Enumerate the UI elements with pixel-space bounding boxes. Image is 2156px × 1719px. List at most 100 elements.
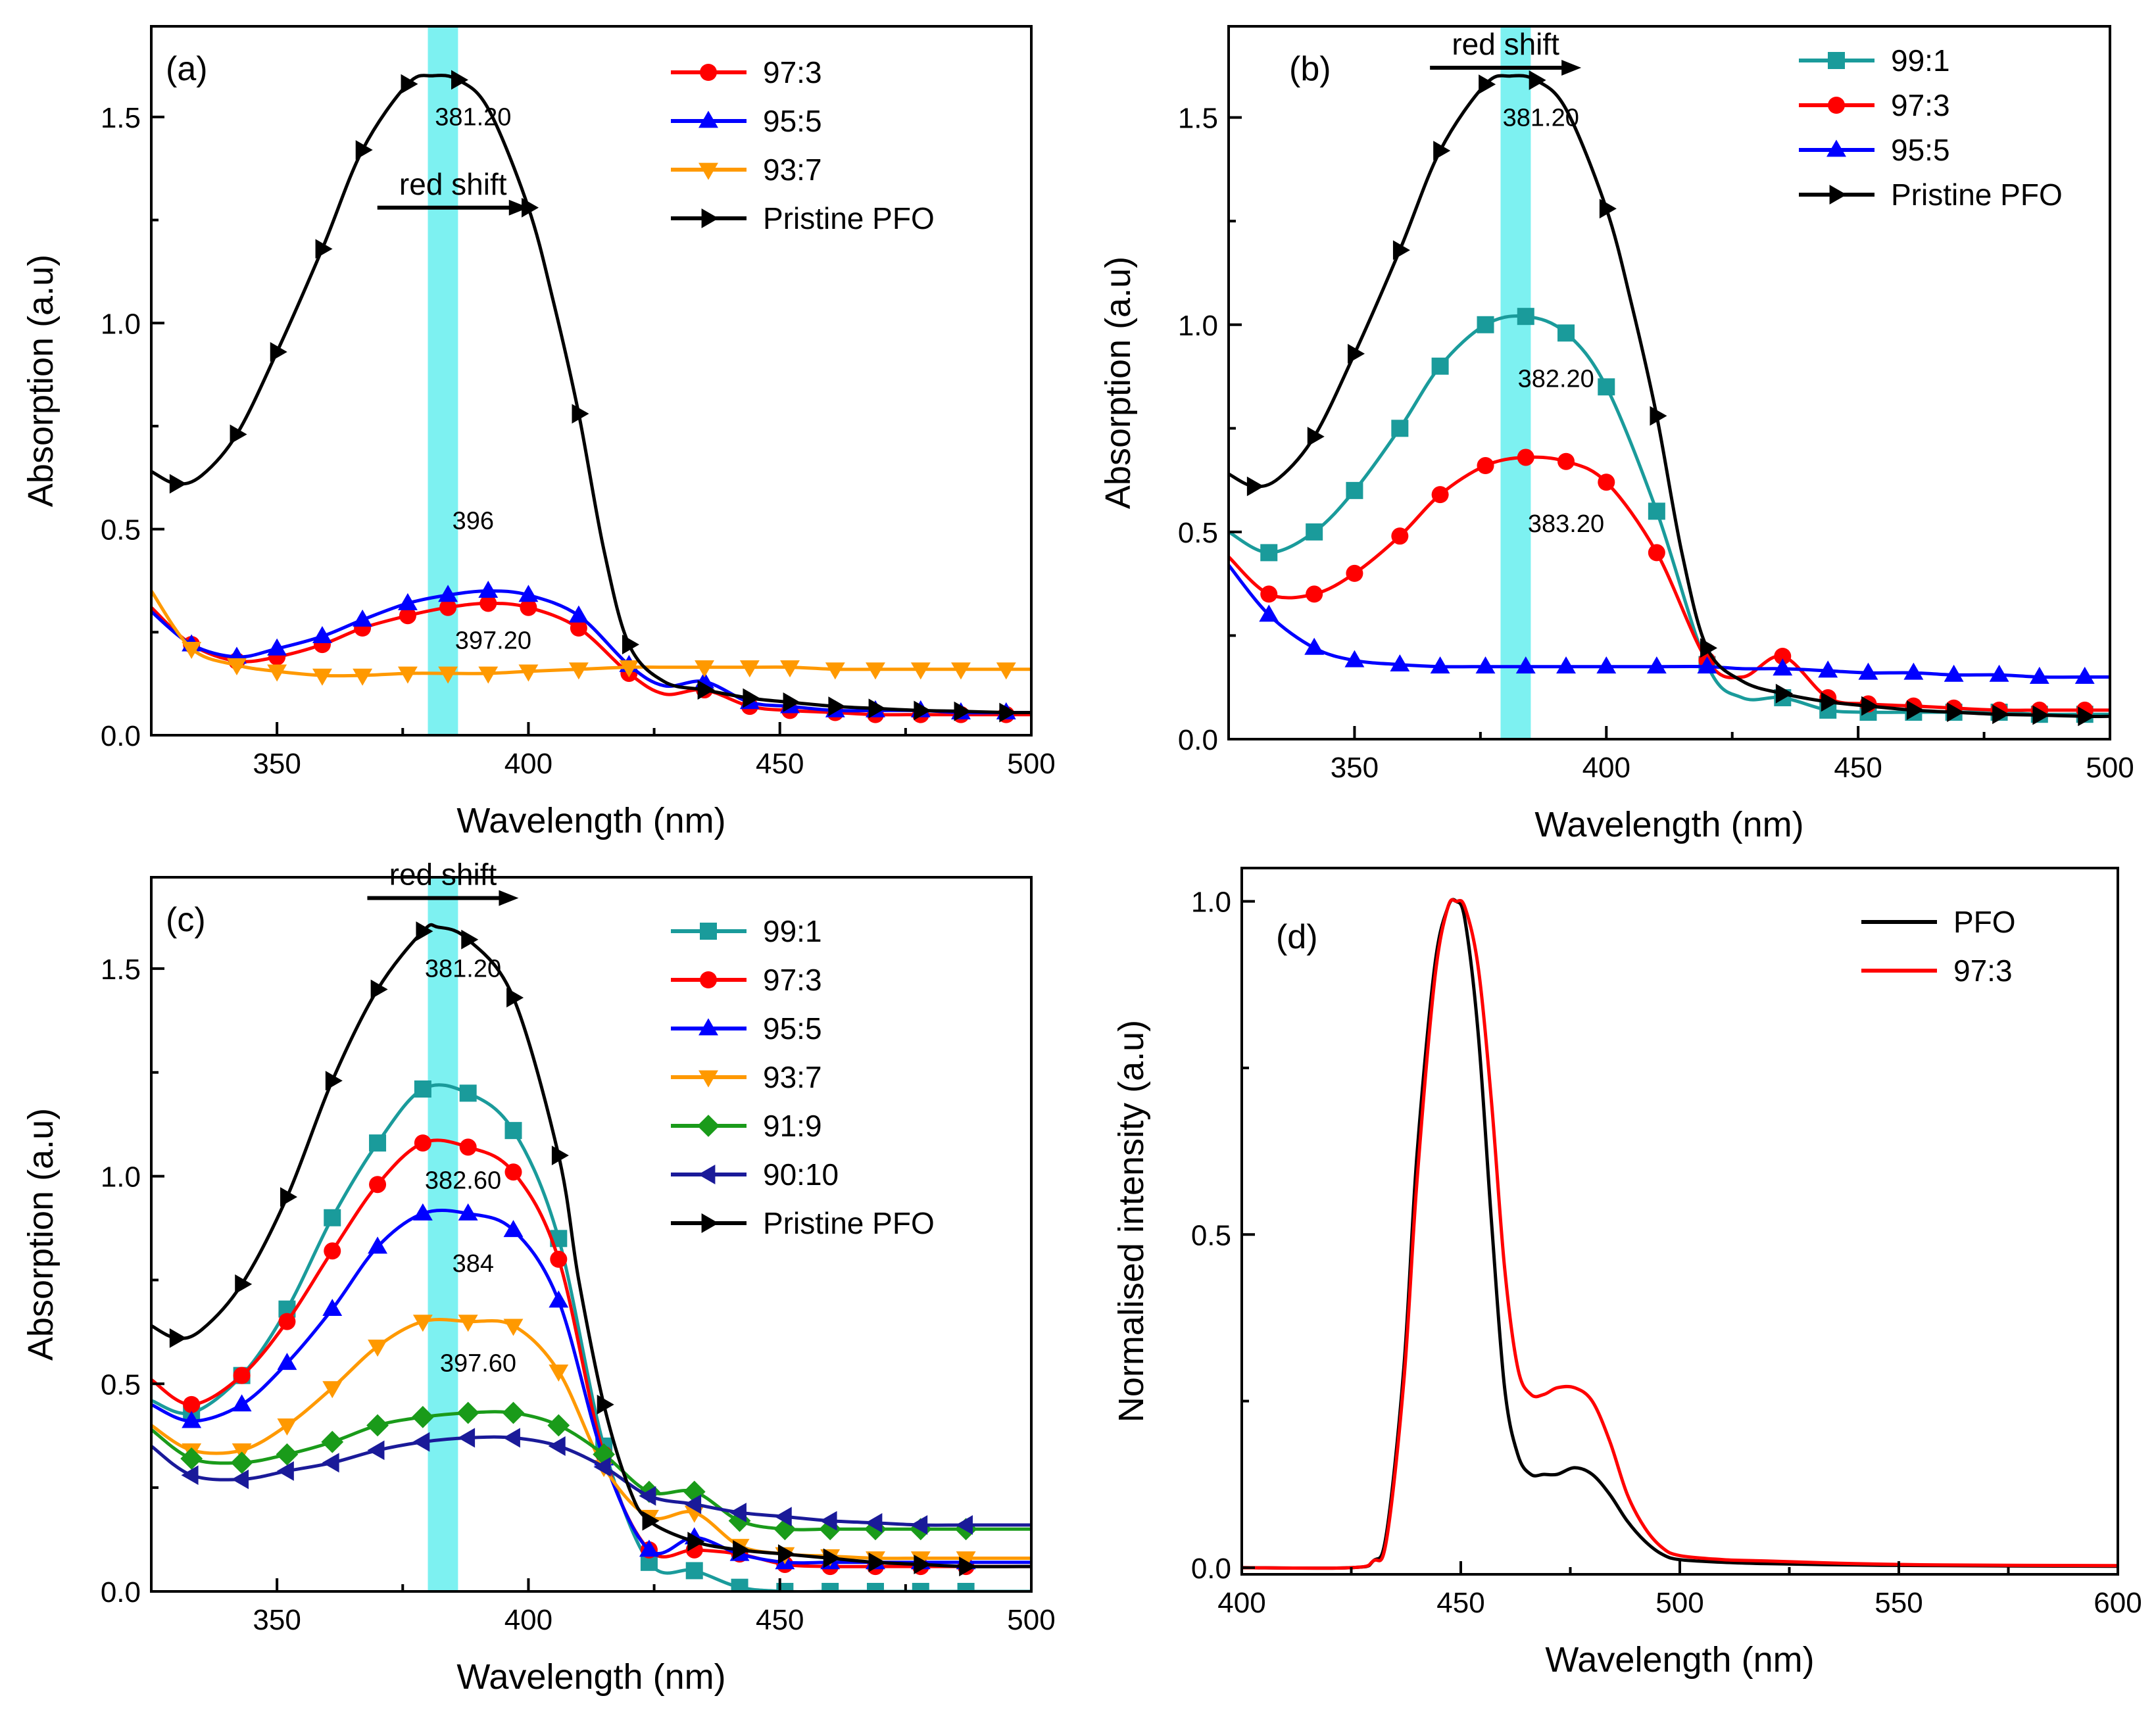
x-tick-label: 450 [1436,1587,1484,1619]
data-point [697,680,715,700]
plot-area [151,70,1031,723]
legend-marker [698,1165,716,1184]
data-point [504,1122,522,1140]
data-point [461,929,479,950]
legend-label: 90:10 [763,1157,839,1192]
legend-label: 97:3 [763,963,822,997]
y-tick-label: 1.5 [101,102,141,134]
y-tick-label: 1.5 [101,954,141,986]
data-point [1346,564,1363,582]
legend-label: 97:3 [763,55,822,89]
data-point [866,662,885,680]
red-shift-label: red shift [389,858,497,892]
legend-label: 93:7 [763,153,822,187]
data-point [277,1353,297,1370]
data-point [783,692,800,712]
data-point [232,1469,249,1489]
data-point [324,1242,341,1260]
legend-label: 95:5 [763,104,822,138]
data-point [828,696,846,717]
data-point [458,1203,478,1221]
data-point [1246,476,1264,496]
data-point [368,1236,388,1254]
plot-frame [150,876,1033,1593]
highlight-band [1500,26,1531,739]
x-tick-label: 450 [756,748,804,780]
data-point [1390,654,1410,671]
data-point [414,1080,431,1098]
y-axis-label: Absorption (a.u) [21,254,61,507]
data-point [739,660,760,678]
y-tick-label: 1.0 [1191,886,1231,919]
data-point [1391,420,1409,437]
data-point [685,1562,703,1580]
data-point [522,197,539,218]
data-point [683,1480,706,1503]
data-point [414,1134,431,1152]
legend-marker [698,1018,718,1036]
data-point [280,1187,298,1207]
data-point [1944,664,1964,682]
red-shift-arrowhead [508,199,529,216]
data-point [412,1315,433,1332]
data-point [180,1447,203,1470]
data-point [353,609,373,627]
y-tick-label: 0.0 [101,720,141,752]
data-point [267,664,287,682]
legend-marker [1828,52,1845,69]
data-point [169,1328,187,1348]
y-tick-label: 1.0 [101,1161,141,1194]
data-point [1517,308,1534,326]
plot-area [151,921,1031,1591]
x-tick-label: 600 [2094,1587,2142,1619]
data-point [865,1513,883,1533]
data-point [622,635,639,655]
data-point [910,662,931,680]
red-shift-label: red shift [399,167,507,201]
data-point [996,662,1016,680]
data-point [619,660,639,678]
y-tick-label: 1.0 [1178,310,1218,342]
data-point [1903,662,1924,680]
legend-label: 99:1 [763,914,822,948]
data-point [232,1394,252,1412]
data-point [549,1290,569,1308]
data-point [731,1578,748,1591]
panel-label: (c) [166,901,206,939]
data-point [1596,656,1617,674]
data-point [687,1532,705,1552]
y-axis-label: Absorption (a.u) [1098,256,1138,509]
data-point [1556,656,1576,674]
data-point [593,1457,611,1477]
data-point [324,1209,341,1226]
data-point [956,1515,973,1535]
data-point [1391,527,1409,545]
data-point [1775,683,1793,704]
y-axis-label: Absorption (a.u) [21,1108,61,1361]
data-point [1599,199,1617,219]
data-point [230,424,247,445]
data-point [1346,481,1363,499]
legend-label: 93:7 [763,1060,822,1094]
data-point [353,668,373,686]
data-point [1477,457,1494,475]
data-point [2078,706,2095,727]
data-point [999,702,1017,723]
x-tick-label: 550 [1874,1587,1923,1619]
data-point [502,1401,525,1424]
x-tick-label: 400 [504,1604,552,1636]
data-point [397,666,418,684]
data-point [743,688,760,708]
data-point [411,1405,434,1428]
data-point [1475,656,1496,674]
data-point [325,1071,343,1091]
data-point [728,1509,751,1532]
series-line-97:3 [151,601,1031,717]
data-point [368,1340,388,1357]
data-point [1773,658,1793,676]
data-point [478,581,499,598]
peak-annotation: 381.20 [425,956,501,983]
data-point [1433,141,1451,161]
y-tick-label: 0.0 [1178,724,1218,756]
